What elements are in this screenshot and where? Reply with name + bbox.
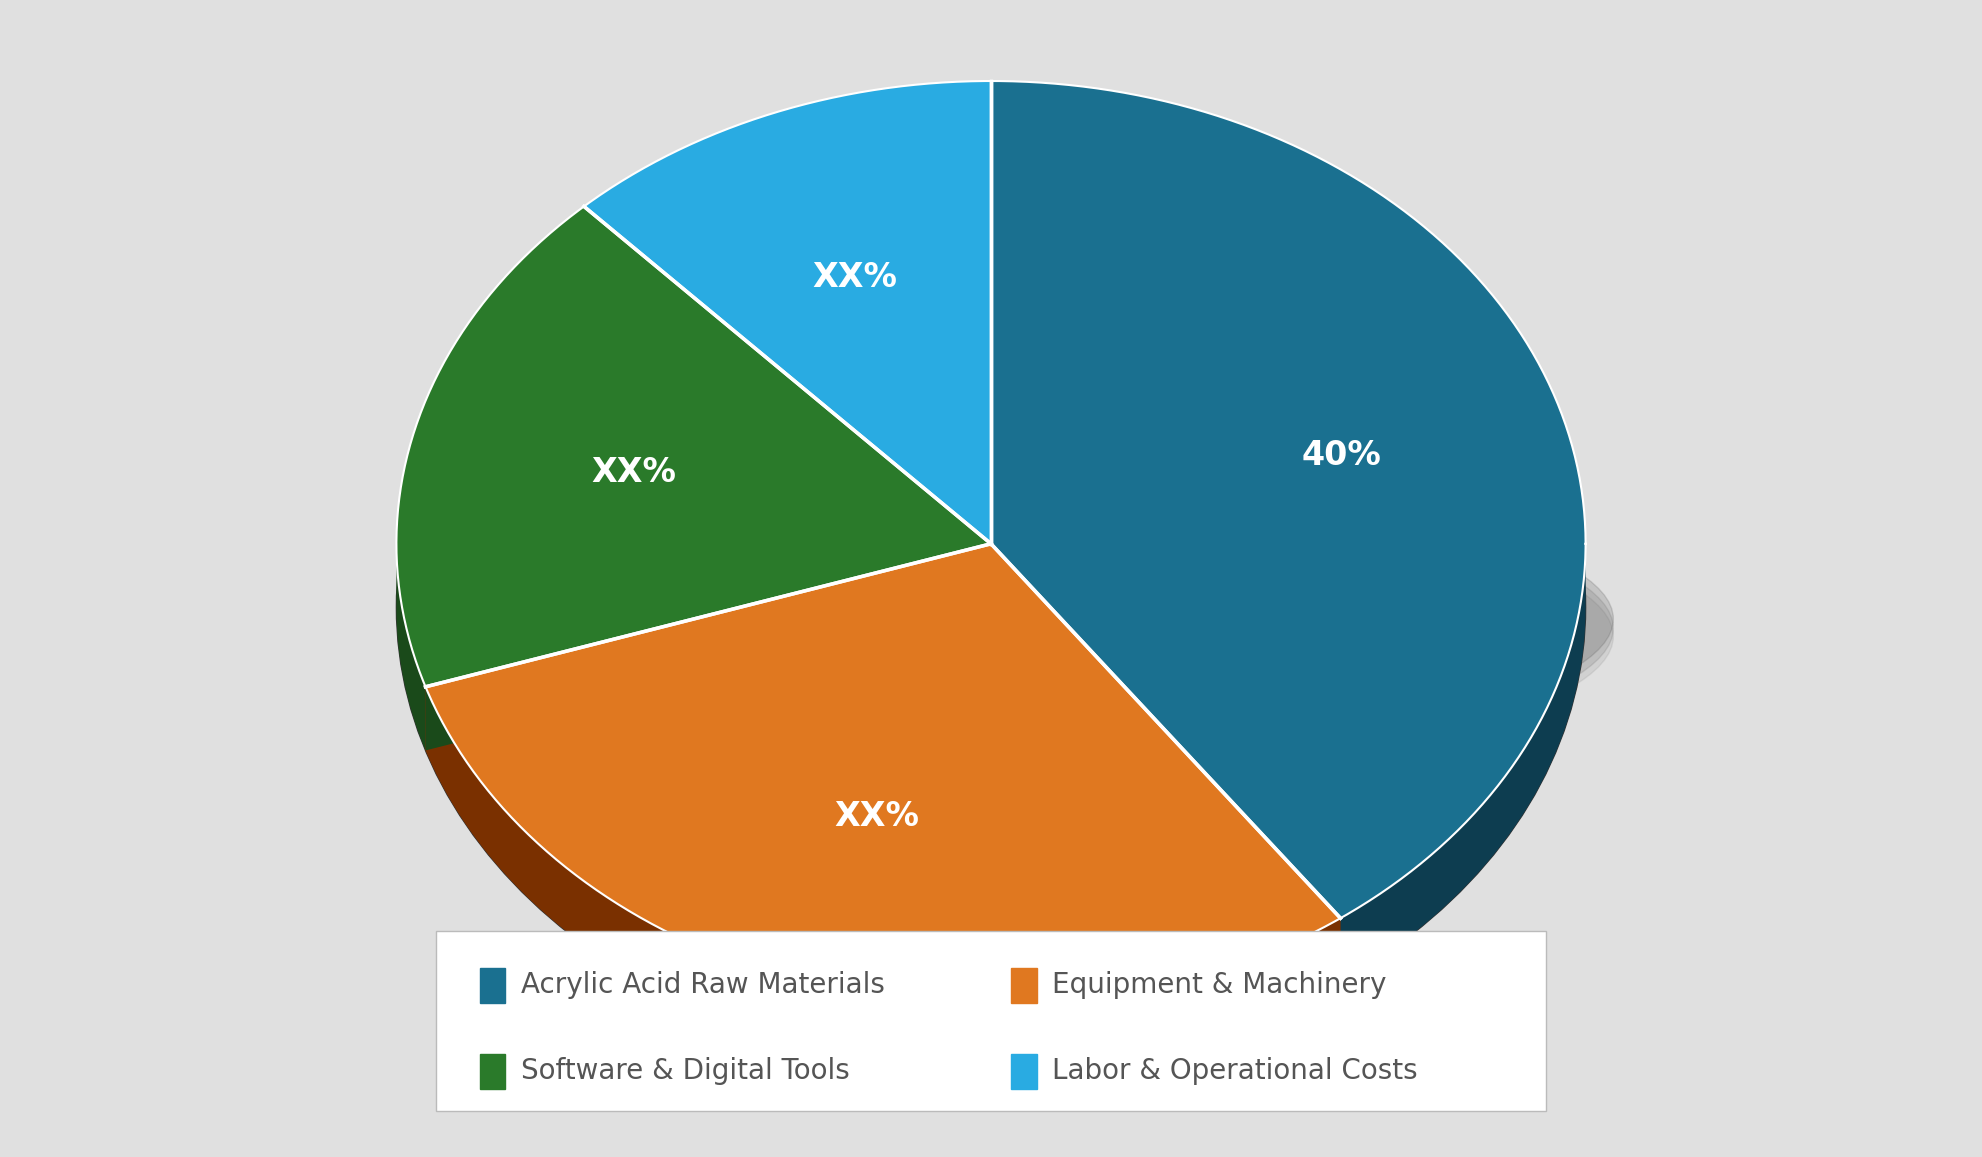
Text: Labor & Operational Costs: Labor & Operational Costs: [1052, 1057, 1417, 1085]
Text: XX%: XX%: [591, 456, 676, 489]
Ellipse shape: [396, 145, 1586, 1070]
Polygon shape: [396, 206, 991, 687]
Ellipse shape: [400, 489, 1613, 767]
Ellipse shape: [400, 480, 1613, 758]
Polygon shape: [426, 687, 1340, 1070]
Bar: [1011, 1054, 1037, 1089]
Ellipse shape: [400, 498, 1613, 775]
FancyBboxPatch shape: [436, 931, 1546, 1111]
Polygon shape: [1340, 545, 1586, 982]
Polygon shape: [426, 544, 1340, 1007]
Polygon shape: [585, 81, 991, 544]
Text: 40%: 40%: [1302, 439, 1381, 472]
Text: Software & Digital Tools: Software & Digital Tools: [521, 1057, 850, 1085]
Polygon shape: [426, 544, 991, 751]
Polygon shape: [426, 544, 991, 751]
Text: Equipment & Machinery: Equipment & Machinery: [1052, 971, 1387, 1000]
Polygon shape: [991, 544, 1340, 982]
Polygon shape: [991, 81, 1586, 919]
Bar: [1011, 967, 1037, 1002]
Polygon shape: [991, 544, 1340, 982]
Polygon shape: [396, 545, 426, 751]
Text: XX%: XX%: [834, 801, 920, 833]
Bar: [480, 967, 505, 1002]
Text: Acrylic Acid Raw Materials: Acrylic Acid Raw Materials: [521, 971, 886, 1000]
Bar: [480, 1054, 505, 1089]
Text: XX%: XX%: [813, 260, 898, 294]
